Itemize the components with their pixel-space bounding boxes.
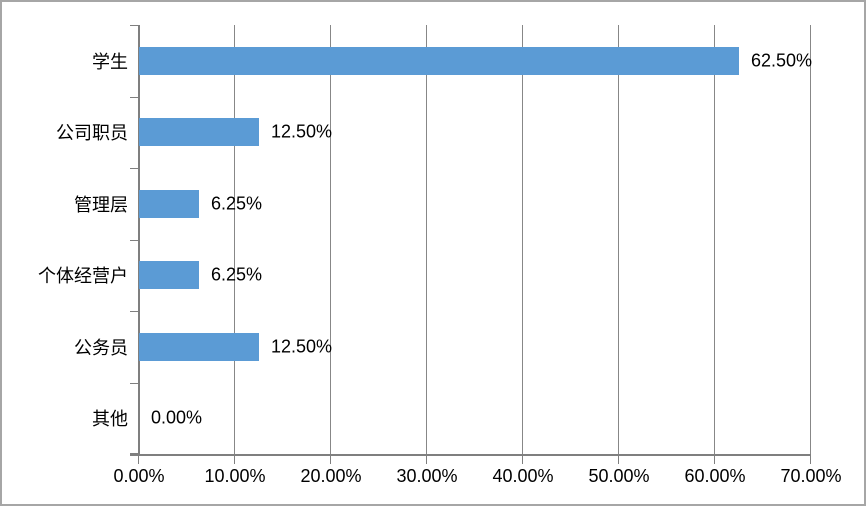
x-axis-tick <box>330 456 331 464</box>
gridline <box>522 25 523 454</box>
bar-row: 管理层 6.25% <box>74 168 811 240</box>
category-label: 其他 <box>92 409 128 430</box>
value-label: 12.50% <box>271 121 333 142</box>
bar-row: 个体经营户 6.25% <box>38 240 811 312</box>
value-label: 0.00% <box>151 407 203 428</box>
gridline <box>330 25 331 454</box>
x-axis-tick <box>426 456 427 464</box>
bar <box>139 189 199 218</box>
x-axis-tick <box>234 456 235 464</box>
x-axis-tick <box>714 456 715 464</box>
value-label: 12.50% <box>271 336 333 357</box>
x-axis-tick-label: 50.00% <box>588 466 650 486</box>
gridline <box>618 25 619 454</box>
y-axis-tick <box>130 240 138 241</box>
gridline <box>426 25 427 454</box>
x-axis-tick-label: 40.00% <box>492 466 554 486</box>
value-label: 6.25% <box>211 193 263 214</box>
category-label: 个体经营户 <box>38 266 128 287</box>
bar-row: 公司职员 12.50% <box>56 97 811 169</box>
x-axis-tick-label: 10.00% <box>204 466 266 486</box>
bar-row: 公务员 12.50% <box>74 311 811 383</box>
x-axis-tick <box>138 456 139 464</box>
bar <box>139 46 739 75</box>
x-axis-tick-label: 70.00% <box>780 466 842 486</box>
gridline <box>714 25 715 454</box>
x-axis-tick <box>618 456 619 464</box>
category-label: 管理层 <box>74 194 128 215</box>
x-axis-line <box>130 454 811 456</box>
y-axis-tick <box>130 383 138 384</box>
y-axis-tick <box>130 453 138 454</box>
x-axis-tick <box>522 456 523 464</box>
value-label: 62.50% <box>751 50 813 71</box>
y-axis-tick <box>130 97 138 98</box>
x-axis-tick <box>810 456 811 464</box>
category-label: 学生 <box>92 51 128 72</box>
bar-row: 学生 62.50% <box>92 25 813 97</box>
x-axis-tick-label: 60.00% <box>684 466 746 486</box>
y-axis-line <box>138 25 140 454</box>
x-axis-tick-label: 20.00% <box>300 466 362 486</box>
x-axis-labels: 0.00% 10.00% 20.00% 30.00% 40.00% 50.00% 60.00… <box>113 466 841 492</box>
bar <box>139 332 259 361</box>
category-label: 公司职员 <box>56 123 128 144</box>
y-axis-tick <box>130 25 138 26</box>
value-label: 6.25% <box>211 264 263 285</box>
y-axis-tick <box>130 168 138 169</box>
bar-row: 其他 0.00% <box>92 383 811 455</box>
category-label: 公务员 <box>74 337 128 358</box>
y-axis-tick <box>130 311 138 312</box>
gridline <box>234 25 235 454</box>
bar <box>139 261 199 290</box>
gridline <box>810 25 811 454</box>
bar <box>139 118 259 147</box>
x-axis-tick-label: 0.00% <box>113 466 165 486</box>
x-axis-tick-label: 30.00% <box>396 466 458 486</box>
plot-area: 学生 62.50% 公司职员 12.50% 管理层 6.25% 个体经营户 6.25% 公务员 1… <box>38 25 813 464</box>
